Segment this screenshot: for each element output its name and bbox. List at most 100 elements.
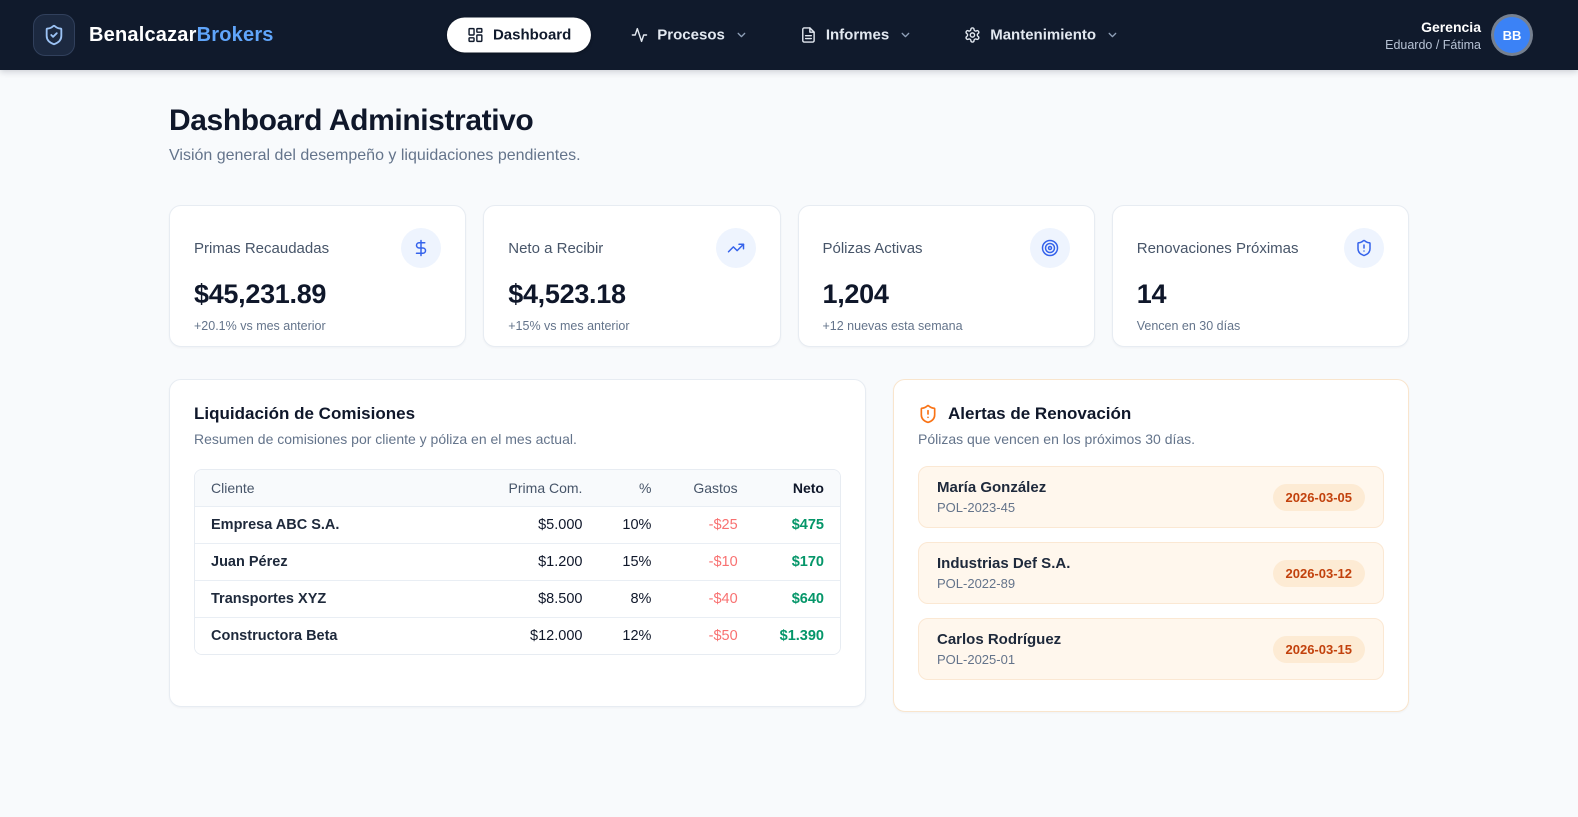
chevron-down-icon xyxy=(899,29,912,42)
cell-prima: $1.200 xyxy=(479,544,599,581)
alert-list: María González POL-2023-45 2026-03-05 In… xyxy=(918,466,1384,680)
alert-policy-number: POL-2023-45 xyxy=(937,500,1046,515)
stat-card-neto: Neto a Recibir $4,523.18 +15% vs mes ant… xyxy=(483,205,780,347)
chevron-down-icon xyxy=(735,29,748,42)
main-content: Dashboard Administrativo Visión general … xyxy=(169,70,1409,712)
stat-value: 14 xyxy=(1137,279,1384,310)
commissions-title: Liquidación de Comisiones xyxy=(194,404,841,424)
brand-logo[interactable]: BenalcazarBrokers xyxy=(33,14,274,56)
stat-sub: +12 nuevas esta semana xyxy=(823,319,1070,333)
nav-label: Procesos xyxy=(657,27,725,44)
stat-label: Pólizas Activas xyxy=(823,240,923,257)
nav-label: Informes xyxy=(826,27,889,44)
dollar-icon xyxy=(401,228,441,268)
table-row[interactable]: Juan Pérez $1.200 15% -$10 $170 xyxy=(195,544,840,581)
shield-alert-icon xyxy=(1344,228,1384,268)
stat-value: $4,523.18 xyxy=(508,279,755,310)
stat-label: Renovaciones Próximas xyxy=(1137,240,1299,257)
cell-pct: 10% xyxy=(598,507,667,544)
col-gastos: Gastos xyxy=(667,470,753,507)
user-role: Gerencia xyxy=(1385,19,1481,35)
nav-label: Mantenimiento xyxy=(990,27,1096,44)
col-pct: % xyxy=(598,470,667,507)
avatar[interactable]: BB xyxy=(1494,17,1530,53)
stat-label: Primas Recaudadas xyxy=(194,240,329,257)
nav-label: Dashboard xyxy=(493,27,571,44)
chevron-down-icon xyxy=(1106,29,1119,42)
col-cliente: Cliente xyxy=(195,470,479,507)
user-names: Eduardo / Fátima xyxy=(1385,38,1481,52)
cell-pct: 15% xyxy=(598,544,667,581)
stat-sub: +20.1% vs mes anterior xyxy=(194,319,441,333)
cell-gastos: -$10 xyxy=(667,544,753,581)
table-row[interactable]: Empresa ABC S.A. $5.000 10% -$25 $475 xyxy=(195,507,840,544)
layout-grid-icon xyxy=(467,27,484,44)
cell-pct: 8% xyxy=(598,581,667,618)
shield-alert-icon xyxy=(918,404,938,424)
main-nav: Dashboard Procesos Informes xyxy=(447,18,1131,53)
page-title: Dashboard Administrativo xyxy=(169,104,1409,138)
cell-cliente: Constructora Beta xyxy=(195,618,479,655)
brand-name: BenalcazarBrokers xyxy=(89,24,274,47)
cell-neto: $1.390 xyxy=(754,618,840,655)
nav-item-dashboard[interactable]: Dashboard xyxy=(447,18,591,53)
cell-pct: 12% xyxy=(598,618,667,655)
table-row[interactable]: Constructora Beta $12.000 12% -$50 $1.39… xyxy=(195,618,840,655)
target-icon xyxy=(1030,228,1070,268)
stat-label: Neto a Recibir xyxy=(508,240,603,257)
cell-prima: $5.000 xyxy=(479,507,599,544)
stat-value: 1,204 xyxy=(823,279,1070,310)
gear-icon xyxy=(964,27,981,44)
cell-neto: $170 xyxy=(754,544,840,581)
alert-card[interactable]: Industrias Def S.A. POL-2022-89 2026-03-… xyxy=(918,542,1384,604)
alert-client-name: Carlos Rodríguez xyxy=(937,631,1061,648)
cell-cliente: Juan Pérez xyxy=(195,544,479,581)
panels-row: Liquidación de Comisiones Resumen de com… xyxy=(169,379,1409,712)
alert-card[interactable]: María González POL-2023-45 2026-03-05 xyxy=(918,466,1384,528)
cell-cliente: Transportes XYZ xyxy=(195,581,479,618)
nav-item-procesos[interactable]: Procesos xyxy=(619,18,760,53)
commissions-subtitle: Resumen de comisiones por cliente y póli… xyxy=(194,431,841,447)
alert-policy-number: POL-2025-01 xyxy=(937,652,1061,667)
alert-date-badge: 2026-03-12 xyxy=(1273,560,1366,587)
stat-sub: +15% vs mes anterior xyxy=(508,319,755,333)
alert-info: María González POL-2023-45 xyxy=(937,479,1046,515)
col-prima: Prima Com. xyxy=(479,470,599,507)
table-row[interactable]: Transportes XYZ $8.500 8% -$40 $640 xyxy=(195,581,840,618)
renewal-alerts-panel: Alertas de Renovación Pólizas que vencen… xyxy=(893,379,1409,712)
alerts-title: Alertas de Renovación xyxy=(948,404,1131,424)
cell-prima: $8.500 xyxy=(479,581,599,618)
user-menu: Gerencia Eduardo / Fátima BB xyxy=(1385,17,1530,53)
page-subtitle: Visión general del desempeño y liquidaci… xyxy=(169,147,1409,165)
cell-gastos: -$50 xyxy=(667,618,753,655)
cell-cliente: Empresa ABC S.A. xyxy=(195,507,479,544)
stat-sub: Vencen en 30 días xyxy=(1137,319,1384,333)
navbar: BenalcazarBrokers Dashboard Procesos xyxy=(0,0,1578,70)
nav-item-informes[interactable]: Informes xyxy=(788,18,924,53)
commissions-panel: Liquidación de Comisiones Resumen de com… xyxy=(169,379,866,707)
stats-row: Primas Recaudadas $45,231.89 +20.1% vs m… xyxy=(169,205,1409,347)
table-header-row: Cliente Prima Com. % Gastos Neto xyxy=(195,470,840,507)
alert-info: Carlos Rodríguez POL-2025-01 xyxy=(937,631,1061,667)
alert-info: Industrias Def S.A. POL-2022-89 xyxy=(937,555,1070,591)
cell-neto: $475 xyxy=(754,507,840,544)
alert-card[interactable]: Carlos Rodríguez POL-2025-01 2026-03-15 xyxy=(918,618,1384,680)
alert-client-name: Industrias Def S.A. xyxy=(937,555,1070,572)
user-info: Gerencia Eduardo / Fátima xyxy=(1385,19,1481,52)
cell-neto: $640 xyxy=(754,581,840,618)
alert-date-badge: 2026-03-05 xyxy=(1273,484,1366,511)
alert-date-badge: 2026-03-15 xyxy=(1273,636,1366,663)
cell-gastos: -$25 xyxy=(667,507,753,544)
stat-card-renovaciones: Renovaciones Próximas 14 Vencen en 30 dí… xyxy=(1112,205,1409,347)
nav-item-mantenimiento[interactable]: Mantenimiento xyxy=(952,18,1131,53)
file-text-icon xyxy=(800,27,817,44)
cell-gastos: -$40 xyxy=(667,581,753,618)
trending-up-icon xyxy=(716,228,756,268)
stat-card-primas: Primas Recaudadas $45,231.89 +20.1% vs m… xyxy=(169,205,466,347)
alert-client-name: María González xyxy=(937,479,1046,496)
commissions-table: Cliente Prima Com. % Gastos Neto Empresa… xyxy=(194,469,841,655)
cell-prima: $12.000 xyxy=(479,618,599,655)
stat-card-polizas: Pólizas Activas 1,204 +12 nuevas esta se… xyxy=(798,205,1095,347)
activity-icon xyxy=(631,27,648,44)
alert-policy-number: POL-2022-89 xyxy=(937,576,1070,591)
